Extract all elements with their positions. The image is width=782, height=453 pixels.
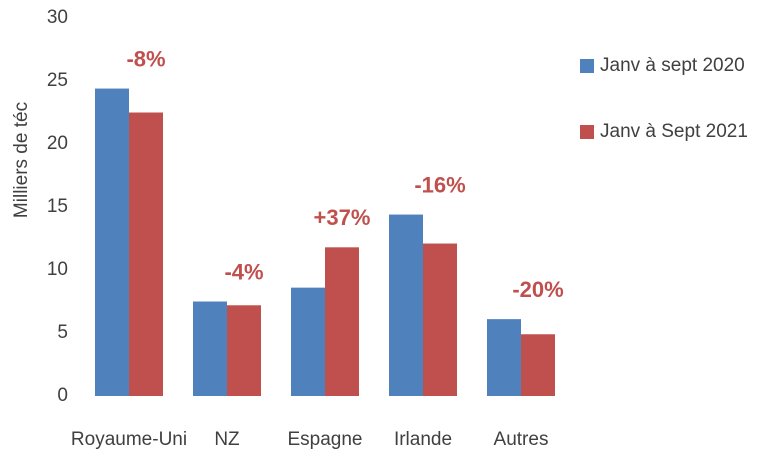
y-tick-label: 25 xyxy=(47,70,68,91)
x-tick-label: Irlande xyxy=(394,429,452,450)
annotation: -16% xyxy=(414,172,465,197)
bar xyxy=(129,112,163,396)
y-tick-label: 0 xyxy=(57,385,68,406)
bar xyxy=(521,334,555,396)
x-tick-label: Royaume-Uni xyxy=(71,429,187,450)
annotation: +37% xyxy=(314,205,371,230)
y-tick-label: 5 xyxy=(57,322,68,343)
y-tick-label: 15 xyxy=(47,196,68,217)
annotation: -8% xyxy=(126,46,165,71)
bar xyxy=(487,319,521,396)
annotation: -20% xyxy=(512,277,563,302)
y-tick-label: 30 xyxy=(47,7,68,28)
bar xyxy=(95,88,129,396)
x-tick-label: Autres xyxy=(494,429,549,450)
bar xyxy=(389,214,423,396)
bar xyxy=(227,305,261,396)
bar xyxy=(423,243,457,396)
legend-swatch xyxy=(580,125,594,139)
y-tick-label: 10 xyxy=(47,259,68,280)
y-axis-label: Milliers de téc xyxy=(11,102,32,218)
legend-label: Janv à Sept 2021 xyxy=(600,121,748,142)
bar xyxy=(193,301,227,396)
annotation: -4% xyxy=(224,259,263,284)
x-tick-label: Espagne xyxy=(287,429,362,450)
legend-label: Janv à sept 2020 xyxy=(600,55,745,76)
y-tick-label: 20 xyxy=(47,133,68,154)
bar xyxy=(291,287,325,396)
bar xyxy=(325,247,359,396)
x-tick-label: NZ xyxy=(214,429,240,450)
legend-swatch xyxy=(580,59,594,73)
